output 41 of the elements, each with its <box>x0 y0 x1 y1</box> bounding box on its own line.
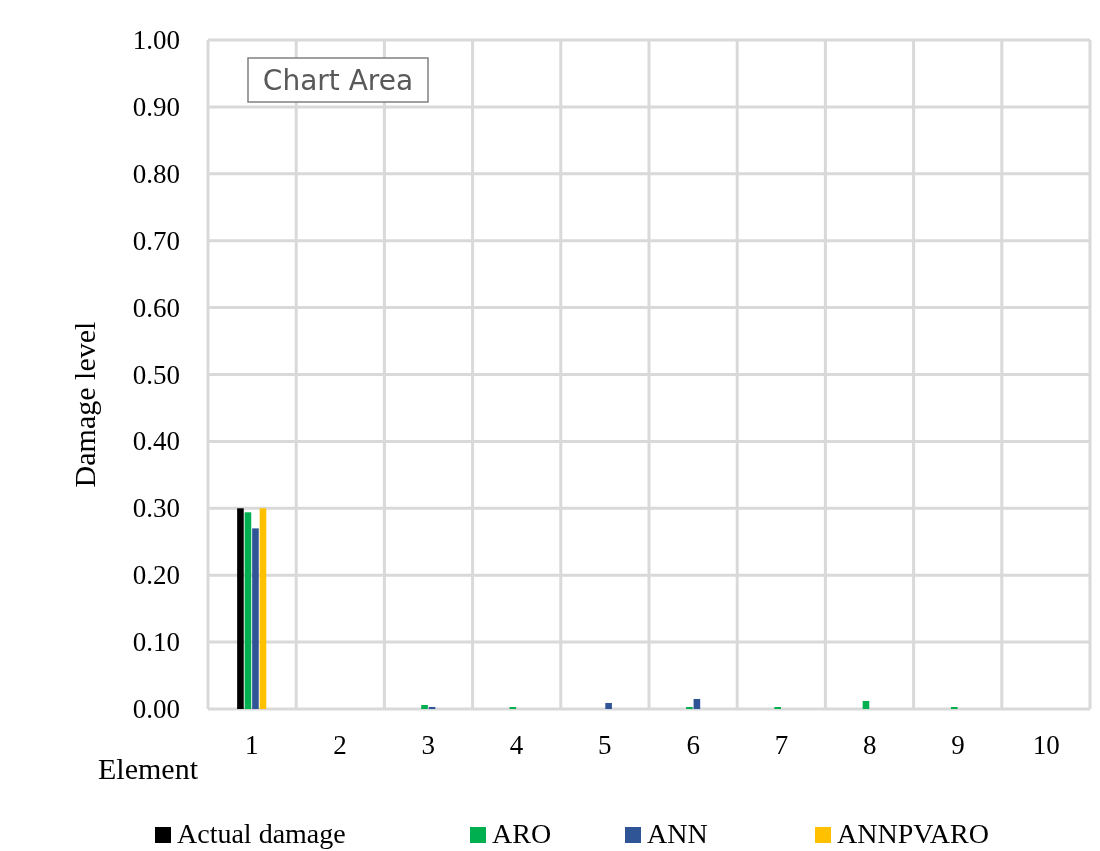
y-tick-label: 0.60 <box>132 292 180 323</box>
x-tick-label: 5 <box>598 730 612 760</box>
bar <box>693 698 701 709</box>
x-tick-label: 8 <box>862 730 877 760</box>
bar <box>259 508 267 709</box>
x-tick-label: 4 <box>509 730 524 760</box>
bar <box>421 704 428 709</box>
y-tick-label: 0.20 <box>132 560 180 591</box>
y-tick-label: 0.10 <box>132 627 180 658</box>
y-tick-label: 0.80 <box>132 158 180 189</box>
bar <box>428 706 436 709</box>
x-tick-label: 6 <box>686 730 700 760</box>
bar <box>252 528 259 709</box>
bar <box>605 702 612 709</box>
x-tick-label: 3 <box>421 730 436 760</box>
x-tick-label: 1 <box>244 730 259 760</box>
x-axis-title: Element <box>98 752 199 785</box>
bar <box>686 706 693 709</box>
y-tick-label: 0.40 <box>132 426 180 457</box>
bar <box>244 512 252 709</box>
legend-label: ANNPVARO <box>837 818 989 849</box>
x-tick-label: 9 <box>951 730 965 760</box>
y-tick-label: 0.00 <box>132 694 180 724</box>
x-tick-label: 2 <box>333 730 347 760</box>
x-tick-label: 7 <box>774 730 789 760</box>
y-axis-title: Damage level <box>68 321 101 488</box>
y-tick-label: 1.00 <box>132 25 180 55</box>
x-tick-label: 10 <box>1032 730 1060 760</box>
annotation: Chart Area <box>262 64 414 97</box>
bar <box>862 700 870 709</box>
bar <box>237 508 244 709</box>
y-tick-label: 0.70 <box>132 225 180 256</box>
legend-label: ANN <box>647 818 708 849</box>
y-tick-label: 0.90 <box>132 91 180 122</box>
legend-label: Actual damage <box>177 818 346 849</box>
bar <box>509 706 517 709</box>
bar <box>774 706 781 709</box>
y-tick-label: 0.30 <box>132 493 180 524</box>
y-tick-label: 0.50 <box>132 359 180 390</box>
legend-label: ARO <box>492 818 552 849</box>
bar <box>950 706 958 709</box>
